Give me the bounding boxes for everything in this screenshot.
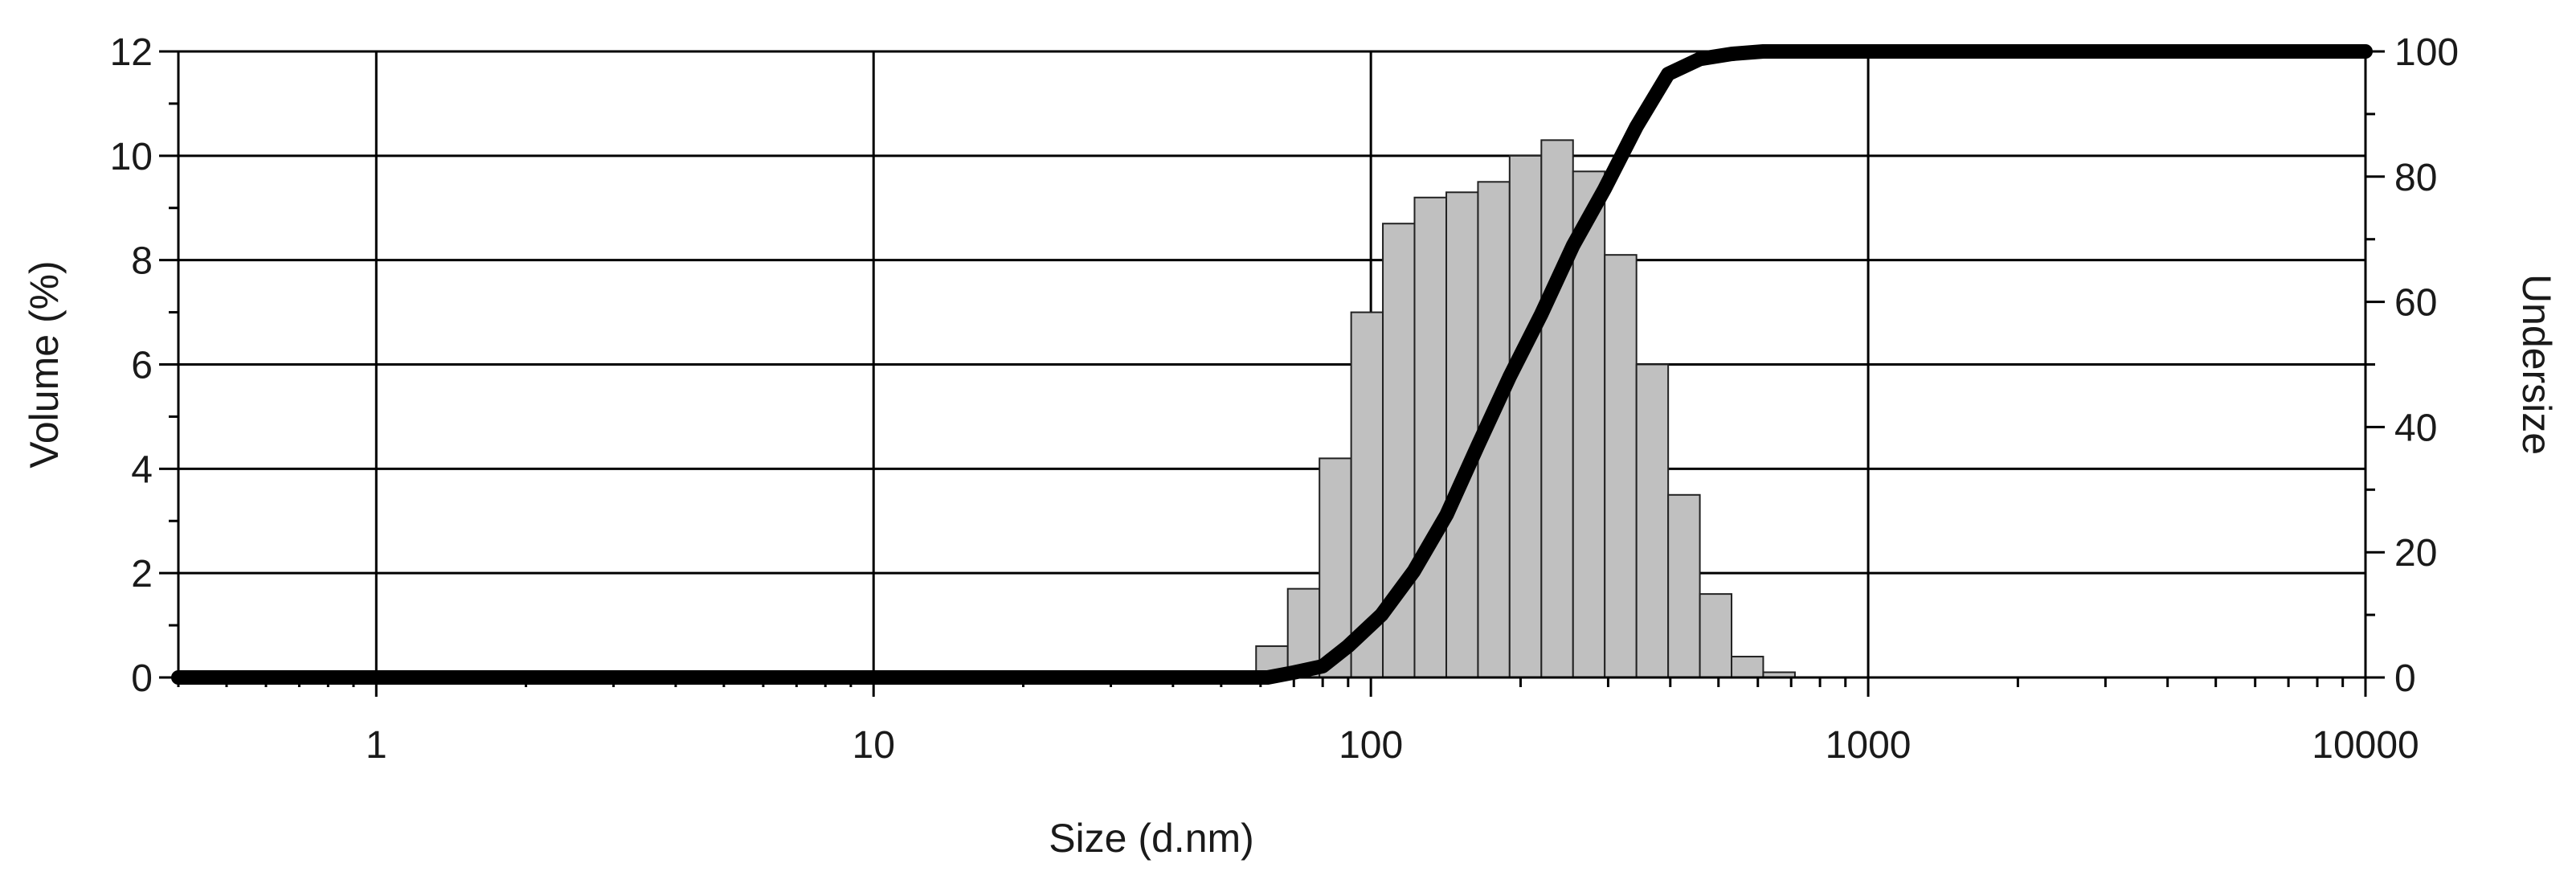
y-tick-label: 8 xyxy=(131,240,153,283)
histogram-bar xyxy=(1699,593,1733,679)
y2-tick-label: 40 xyxy=(2394,407,2437,449)
y-tick-label: 0 xyxy=(131,657,153,700)
histogram-bar xyxy=(1667,493,1701,679)
x-tick-label: 10 xyxy=(853,724,895,767)
histogram-bar xyxy=(1540,139,1574,678)
y2-tick-label: 0 xyxy=(2394,657,2416,700)
y2-tick-label: 100 xyxy=(2394,31,2459,74)
y-tick-label: 12 xyxy=(110,31,153,74)
histogram-bar xyxy=(1350,311,1384,678)
grid xyxy=(178,50,2367,679)
histogram-bar xyxy=(1413,196,1448,678)
y2-tick-label: 80 xyxy=(2394,157,2437,199)
histogram-bar xyxy=(1445,191,1479,678)
histogram-bar xyxy=(1508,154,1543,679)
y2-tick-label: 60 xyxy=(2394,282,2437,325)
x-tick-label: 1000 xyxy=(1826,724,1912,767)
y2-axis-title: Undersize xyxy=(2514,274,2559,455)
histogram-bar xyxy=(1635,363,1670,678)
y2-tick-label: 20 xyxy=(2394,532,2437,575)
x-tick-label: 100 xyxy=(1339,724,1403,767)
x-tick-label: 10000 xyxy=(2312,724,2419,767)
undersize-line xyxy=(171,44,2373,685)
y-tick-label: 4 xyxy=(131,448,153,491)
x-axis-title: Size (d.nm) xyxy=(1049,816,1254,861)
y-tick-label: 6 xyxy=(131,345,153,387)
y-axis-title: Volume (%) xyxy=(22,260,67,468)
axes xyxy=(159,50,2385,697)
histogram-bar xyxy=(1604,254,1638,678)
histogram-bar xyxy=(1572,170,1606,678)
tick-labels: 0 2 4 6 8 10 12 0 20 40 60 80 100 1 10 100 1000 10000 xyxy=(110,31,2459,767)
undersize-curve xyxy=(171,44,2373,685)
y-tick-label: 2 xyxy=(131,553,153,595)
y-tick-label: 10 xyxy=(110,136,153,178)
x-tick-label: 1 xyxy=(366,724,387,767)
histogram-bars xyxy=(1255,139,1796,679)
histogram-bar xyxy=(1731,656,1764,678)
